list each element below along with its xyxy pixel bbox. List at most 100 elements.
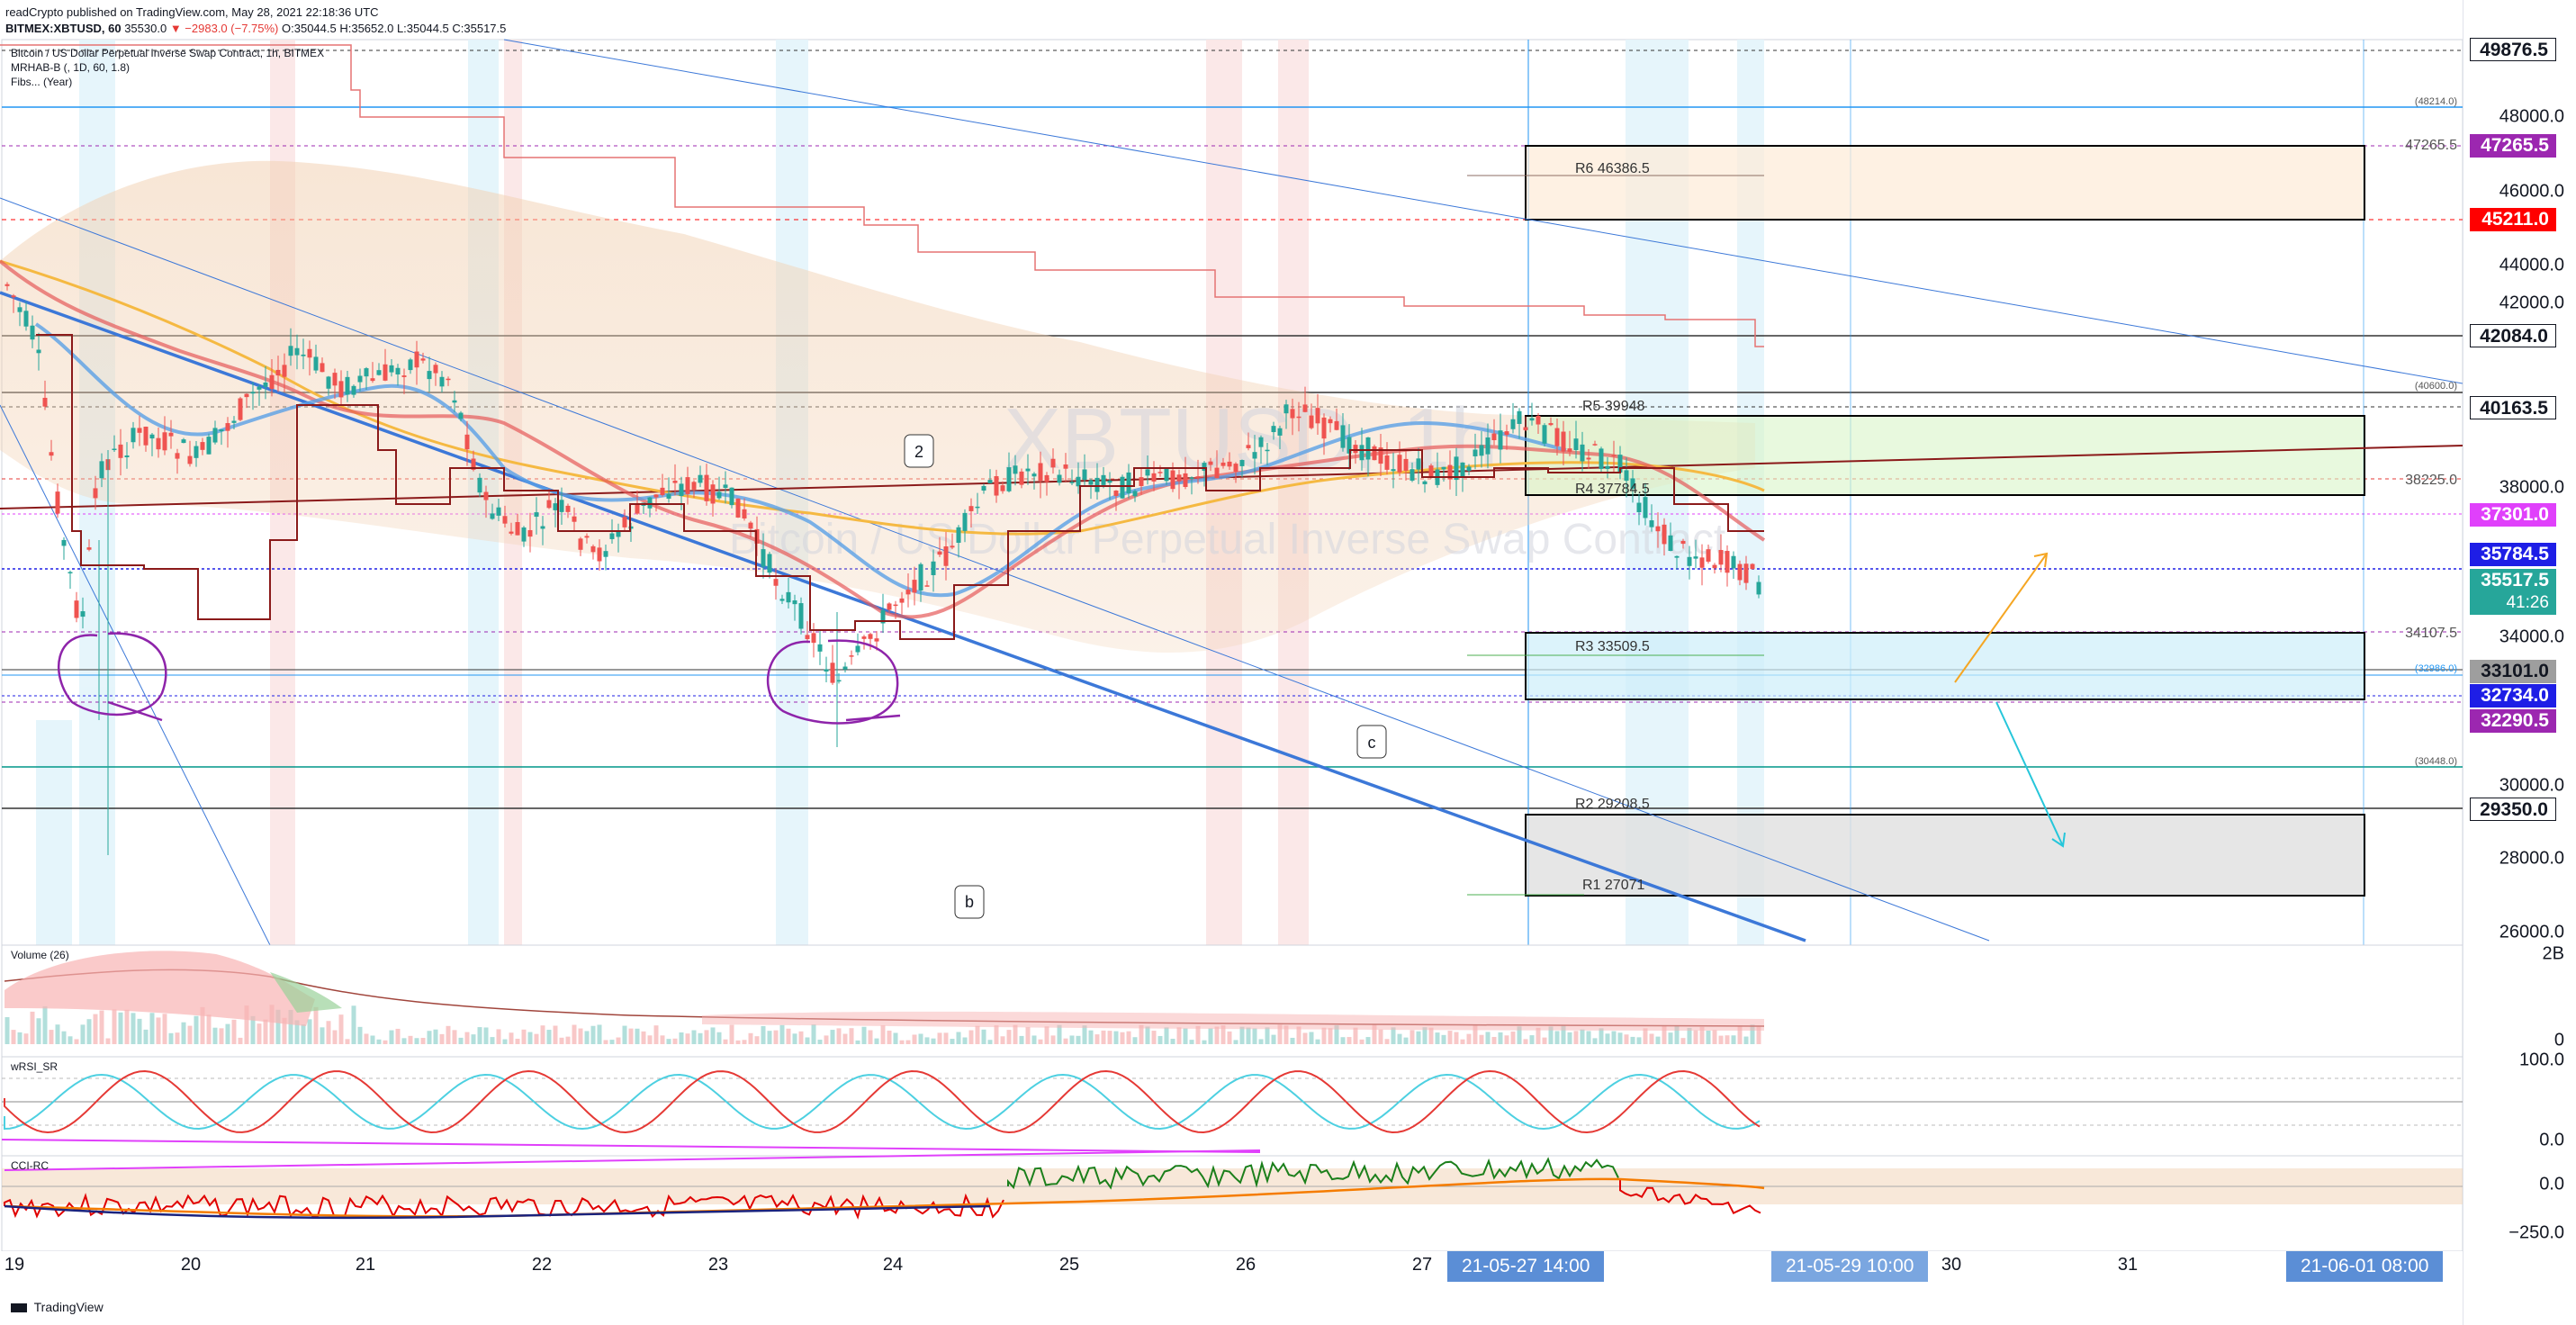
volume-bar xyxy=(1510,1031,1516,1044)
volume-bar xyxy=(1094,1034,1100,1044)
candle-body xyxy=(1019,471,1024,485)
candle-body xyxy=(1277,428,1283,436)
price-tag-47265: 47265.5 xyxy=(2470,134,2556,158)
candle-body xyxy=(521,527,527,542)
candle-body xyxy=(61,539,67,546)
volume-bar xyxy=(1384,1039,1390,1044)
volume-bar xyxy=(131,1013,136,1044)
candle-body xyxy=(1586,457,1591,460)
candle-body xyxy=(893,604,898,607)
volume-pane xyxy=(1,944,2463,1058)
volume-bar xyxy=(1246,1027,1251,1044)
volume-bar xyxy=(168,1032,174,1044)
price-tag-35517: 35517.5 xyxy=(2470,569,2556,592)
volume-bar xyxy=(1088,1030,1094,1044)
volume-bar xyxy=(1025,1027,1031,1044)
ichimoku-cloud xyxy=(0,160,1755,653)
candle-body xyxy=(899,598,905,603)
volume-bar xyxy=(584,1031,590,1044)
candle-body xyxy=(1164,468,1169,482)
volume-bar xyxy=(414,1038,419,1044)
volume-bar xyxy=(779,1024,785,1044)
volume-bar xyxy=(761,1025,766,1044)
volume-bar xyxy=(1277,1024,1283,1044)
candle-body xyxy=(401,375,407,377)
cci-pane-label[interactable]: CCI-RC xyxy=(11,1159,49,1172)
tradingview-logo-icon xyxy=(11,1303,27,1313)
candle-body xyxy=(1378,447,1383,464)
legend-main-series[interactable]: Bitcoin / US Dollar Perpetual Inverse Sw… xyxy=(11,47,325,59)
tradingview-branding[interactable]: TradingView xyxy=(11,1300,104,1314)
volume-pane-label[interactable]: Volume (26) xyxy=(11,949,69,961)
svg-text:(40600.0): (40600.0) xyxy=(2415,381,2457,392)
candle-body xyxy=(1491,433,1497,441)
candle-body xyxy=(1340,425,1346,448)
volume-bar xyxy=(1536,1027,1541,1044)
candle-body xyxy=(868,634,873,639)
volume-axis-top: 2B xyxy=(2542,943,2564,964)
candle-body xyxy=(635,504,640,514)
candle-body xyxy=(1756,581,1761,595)
volume-bar xyxy=(1347,1037,1352,1044)
candle-body xyxy=(490,513,495,519)
candle-body xyxy=(905,590,911,595)
candle-body xyxy=(1668,535,1673,551)
candle-body xyxy=(231,420,237,423)
candle-body xyxy=(168,432,174,437)
price-axis-label: 46000.0 xyxy=(2499,181,2564,202)
time-axis-bg xyxy=(0,1251,2463,1287)
svg-text:c: c xyxy=(1368,734,1376,752)
candle-body xyxy=(294,347,300,356)
candle-body xyxy=(446,378,451,381)
volume-bar xyxy=(679,1032,684,1044)
candle-body xyxy=(345,376,350,395)
candle-body xyxy=(1737,563,1743,581)
volume-bar xyxy=(1718,1035,1724,1044)
price-chart-canvas[interactable]: XBTUSD, 1h Bitcoin / US Dollar Perpetual… xyxy=(0,0,2463,1325)
candle-body xyxy=(666,493,671,499)
candle-body xyxy=(660,487,665,496)
volume-bar xyxy=(5,1017,10,1044)
wrsi-pane-label[interactable]: wRSI_SR xyxy=(11,1060,59,1073)
volume-bar xyxy=(502,1039,508,1044)
volume-bar xyxy=(1435,1032,1440,1044)
ma-yellow xyxy=(0,259,1765,536)
price-axis-label: 26000.0 xyxy=(2499,922,2564,942)
volume-bar xyxy=(716,1032,722,1044)
volume-bar xyxy=(855,1040,860,1044)
volume-bar xyxy=(868,1030,873,1044)
volume-bar xyxy=(767,1031,772,1044)
volume-bar xyxy=(1750,1024,1755,1044)
volume-bar xyxy=(212,1027,218,1044)
candle-body xyxy=(1321,417,1327,439)
hand-drawn-circles xyxy=(58,632,901,725)
candle-body xyxy=(1699,557,1705,568)
candle-body xyxy=(1548,423,1554,426)
legend-mrhab[interactable]: MRHAB-B (, 1D, 60, 1.8) xyxy=(11,61,131,74)
candle-body xyxy=(1693,556,1698,559)
volume-bar xyxy=(1712,1030,1717,1044)
candle-body xyxy=(1743,563,1749,583)
candle-body xyxy=(597,547,602,562)
volume-bar xyxy=(1372,1024,1377,1044)
volume-bar xyxy=(1302,1032,1308,1044)
candle-body xyxy=(1643,497,1648,518)
candle-body xyxy=(395,367,401,374)
volume-bar xyxy=(1220,1025,1226,1044)
candle-body xyxy=(918,563,923,590)
volume-bar xyxy=(666,1039,671,1044)
volume-bar xyxy=(1699,1026,1705,1044)
legend-fibs[interactable]: Fibs... (Year) xyxy=(11,76,73,88)
svg-text:2: 2 xyxy=(914,443,923,461)
volume-bar xyxy=(1044,1026,1049,1044)
volume-bar xyxy=(294,1020,300,1044)
candle-body xyxy=(1290,409,1295,419)
price-tag-40163: 40163.5 xyxy=(2470,396,2556,419)
volume-bar xyxy=(1403,1037,1409,1044)
volume-bar xyxy=(1567,1032,1572,1044)
volume-bar xyxy=(137,1018,142,1044)
volume-bar xyxy=(603,1040,608,1044)
candle-body xyxy=(1239,460,1245,466)
stepped-red-line xyxy=(0,44,1764,347)
candle-body xyxy=(1573,438,1579,450)
